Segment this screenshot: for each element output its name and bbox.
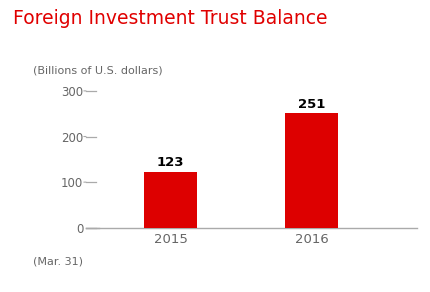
Text: 251: 251 [298, 98, 325, 111]
Text: 123: 123 [157, 156, 184, 169]
Text: Foreign Investment Trust Balance: Foreign Investment Trust Balance [13, 9, 327, 28]
Bar [285, 113, 338, 228]
Text: (Billions of U.S. dollars): (Billions of U.S. dollars) [33, 66, 163, 76]
Text: (Mar. 31): (Mar. 31) [33, 257, 83, 267]
Bar [144, 172, 197, 228]
